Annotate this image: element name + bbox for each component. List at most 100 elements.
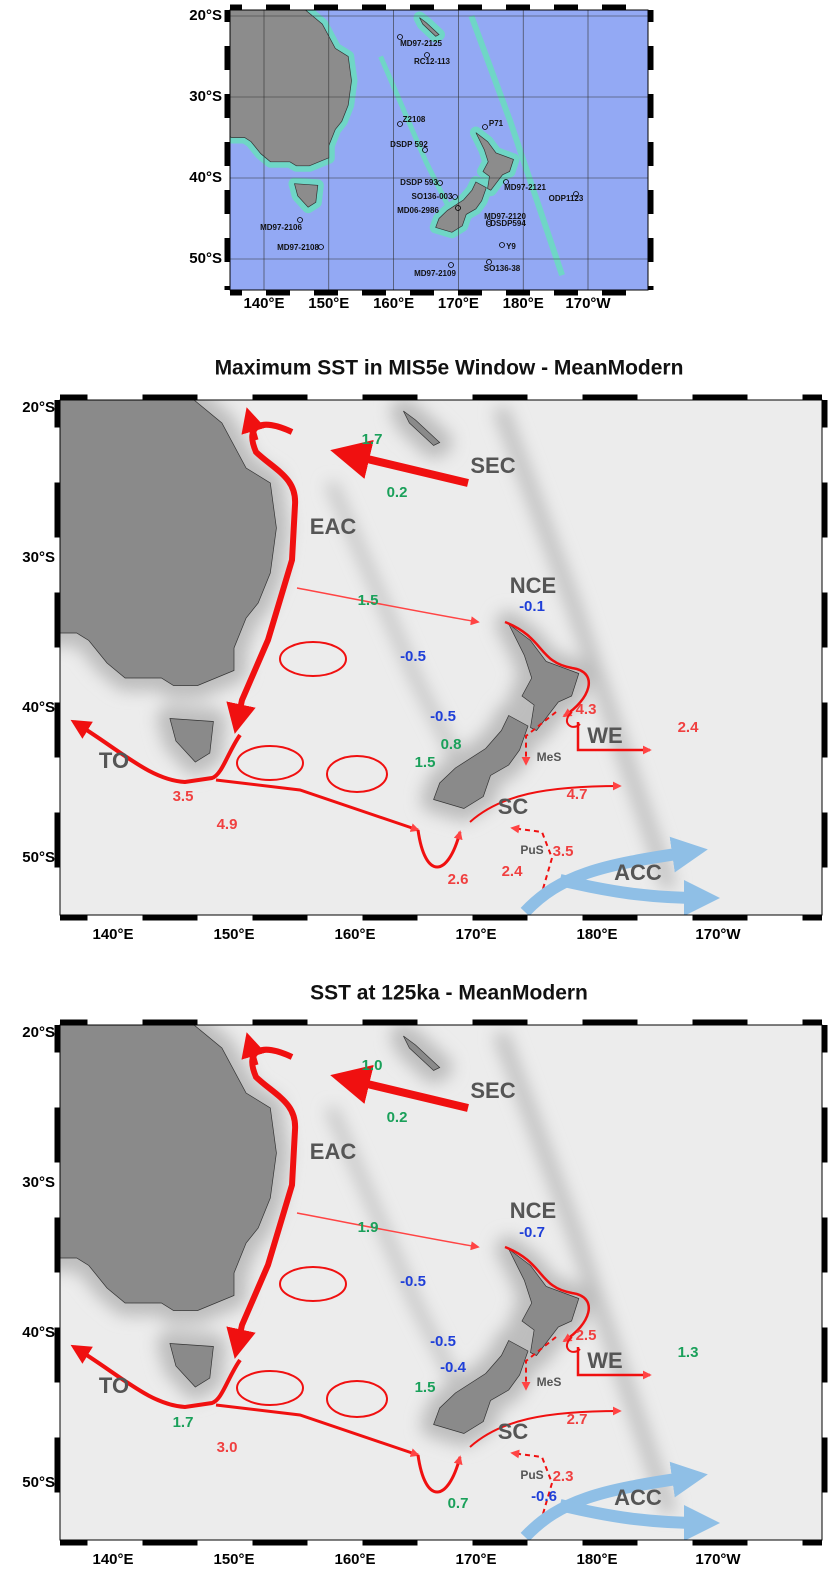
sst-anomaly: 2.6	[448, 871, 469, 888]
current-label: PuS	[520, 1468, 543, 1482]
sst-anomaly: 2.3	[553, 1468, 574, 1485]
lat-label: 30°S	[189, 88, 222, 105]
map-body: SEC EAC NCE TO WE SC MeS PuS ACC 1.7 0.2 1.5 -0.5 -0.…	[0, 318, 822, 915]
sst-anomaly: 1.7	[173, 1414, 194, 1431]
sst-anomaly: 1.7	[362, 431, 383, 448]
sst-anomaly: 2.4	[502, 863, 524, 880]
sst-anomaly: 4.9	[217, 816, 238, 833]
current-label: MeS	[537, 750, 562, 764]
map: MD97-2125 RC12-113 Z2108 P71 DSDP 592 DSDP 59…	[186, 0, 651, 312]
sst-anomaly: 3.0	[217, 1439, 238, 1456]
sst-anomaly: 1.5	[415, 1379, 436, 1396]
lon-label: 180°E	[503, 295, 544, 312]
current-label: NCE	[510, 573, 556, 598]
sst-anomaly: -0.5	[430, 708, 456, 725]
site-label: P71	[489, 119, 504, 128]
current-label: EAC	[310, 514, 357, 539]
lon-label: 170°W	[695, 926, 741, 943]
site-label: MD97-2109	[414, 269, 456, 278]
sst-anomaly: 1.5	[415, 754, 436, 771]
site-label: DSDP 592	[390, 140, 428, 149]
lat-label: 30°S	[22, 1174, 55, 1191]
site-label: RC12-113	[414, 57, 451, 66]
sst-anomaly: -0.5	[430, 1333, 456, 1350]
sst-anomaly: 0.8	[441, 736, 462, 753]
current-label: TO	[99, 748, 129, 773]
lat-label: 50°S	[189, 250, 222, 267]
current-label: NCE	[510, 1198, 556, 1223]
lat-label: 20°S	[22, 1024, 55, 1041]
site-label: MD97-2108	[277, 243, 319, 252]
map-body: MD97-2125 RC12-113 Z2108 P71 DSDP 592 DSDP 59…	[186, 0, 648, 290]
lon-label: 160°E	[334, 926, 375, 943]
site-label: DSDP 593	[400, 178, 438, 187]
sst-anomaly: 1.5	[358, 592, 379, 609]
sst-anomaly: 4.7	[567, 786, 588, 803]
current-label: ACC	[614, 1485, 662, 1510]
sst-anomaly: 2.5	[576, 1327, 597, 1344]
current-label: EAC	[310, 1139, 357, 1164]
map: Maximum SST in MIS5e Window - MeanModern…	[0, 318, 825, 943]
sst-anomaly: 3.5	[553, 843, 574, 860]
lon-label: 180°E	[576, 926, 617, 943]
lat-label: 40°S	[189, 169, 222, 186]
lon-label: 150°E	[213, 1551, 254, 1568]
site-label: MD97-2125	[400, 39, 442, 48]
lon-label: 160°E	[373, 295, 414, 312]
current-label: MeS	[537, 1375, 562, 1389]
current-label: WE	[587, 1348, 622, 1373]
map-title: Maximum SST in MIS5e Window - MeanModern	[215, 357, 684, 380]
sst-anomaly: 2.4	[678, 719, 700, 736]
map-title: SST at 125ka - MeanModern	[310, 982, 588, 1005]
lon-label: 160°E	[334, 1551, 375, 1568]
lat-label: 50°S	[22, 1474, 55, 1491]
current-label: SC	[498, 794, 529, 819]
sst-anomaly: 0.2	[387, 484, 408, 501]
sst-anomaly: -0.5	[400, 648, 426, 665]
lon-label: 140°E	[92, 926, 133, 943]
lon-label: 140°E	[92, 1551, 133, 1568]
lon-label: 170°E	[455, 1551, 496, 1568]
lon-label: 170°E	[438, 295, 479, 312]
sst-anomaly: 2.7	[567, 1411, 588, 1428]
sst-anomaly: 1.3	[678, 1344, 699, 1361]
lon-label: 180°E	[576, 1551, 617, 1568]
site-label: ODP1123	[549, 194, 584, 203]
lon-label: 170°W	[565, 295, 611, 312]
sst-anomaly: 1.0	[362, 1057, 383, 1074]
sst-anomaly: -0.4	[440, 1359, 467, 1376]
map: SST at 125ka - MeanModern SEC EAC NCE TO WE SC…	[0, 943, 825, 1568]
site-label: Z2108	[403, 115, 426, 124]
site-label: SO136-003	[412, 192, 453, 201]
site-label: MD97-2106	[260, 223, 302, 232]
lon-label: 150°E	[213, 926, 254, 943]
lon-label: 170°E	[455, 926, 496, 943]
sst-anomaly: 3.5	[173, 788, 194, 805]
current-label: PuS	[520, 843, 543, 857]
sst-anomaly: 4.3	[576, 701, 597, 718]
site-label: DSDP594	[490, 219, 526, 228]
sst-anomaly: -0.6	[531, 1488, 557, 1505]
current-label: TO	[99, 1373, 129, 1398]
lat-label: 40°S	[22, 1324, 55, 1341]
map-body: SEC EAC NCE TO WE SC MeS PuS ACC 1.0 0.2 1.9 -0.5 -0.…	[0, 943, 822, 1540]
current-label: SEC	[470, 1078, 515, 1103]
lat-label: 20°S	[189, 7, 222, 24]
sst-anomaly: -0.1	[519, 598, 545, 615]
figure: MD97-2125 RC12-113 Z2108 P71 DSDP 592 DSDP 59…	[0, 0, 838, 1596]
current-label: SC	[498, 1419, 529, 1444]
site-label: MD97-2121	[504, 183, 546, 192]
current-label: ACC	[614, 860, 662, 885]
current-label: WE	[587, 723, 622, 748]
sst-anomaly: 0.2	[387, 1109, 408, 1126]
current-label: SEC	[470, 453, 515, 478]
lat-label: 30°S	[22, 549, 55, 566]
sst-anomaly: -0.7	[519, 1224, 545, 1241]
lat-label: 50°S	[22, 849, 55, 866]
sst-anomaly: -0.5	[400, 1273, 426, 1290]
site-label: Y9	[506, 242, 516, 251]
lon-label: 140°E	[243, 295, 284, 312]
lon-label: 150°E	[308, 295, 349, 312]
sst-anomaly: 1.9	[358, 1219, 379, 1236]
site-label: SO136-38	[484, 264, 521, 273]
